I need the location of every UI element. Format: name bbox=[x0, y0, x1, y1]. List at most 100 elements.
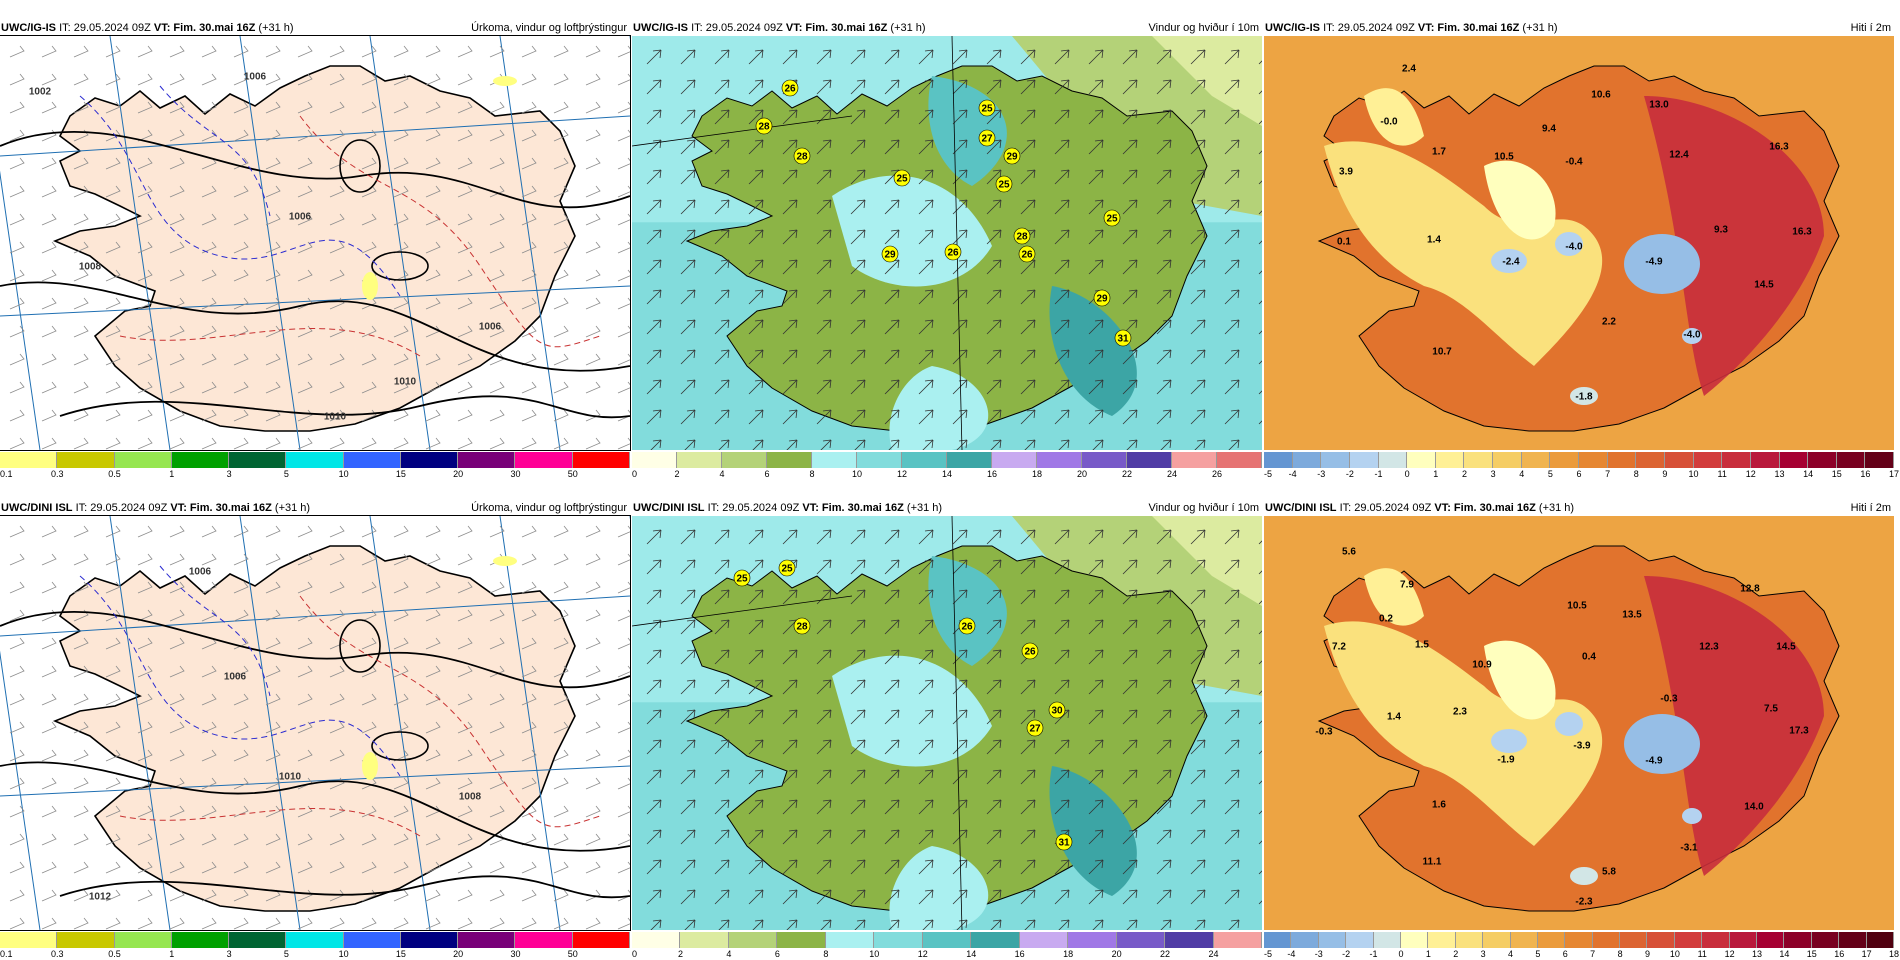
colorbar-tick-label: 0.3 bbox=[51, 469, 64, 479]
colorbar-tick-label: 12 bbox=[1745, 469, 1756, 479]
colorbar-tick-label: 8 bbox=[1617, 949, 1623, 959]
gust-label: 27 bbox=[981, 134, 993, 145]
colorbar-swatch bbox=[632, 932, 681, 948]
field-title: Hiti í 2m bbox=[1850, 22, 1891, 34]
colorbar-tick-label: -2 bbox=[1342, 949, 1351, 959]
gust-marker bbox=[958, 617, 976, 635]
isobar-label: 1010 bbox=[394, 377, 417, 388]
temperature-label: 3.9 bbox=[1339, 167, 1353, 178]
isobar-label: 1006 bbox=[224, 672, 247, 683]
isobar-label: 1008 bbox=[79, 262, 102, 273]
colorbar-tick-label: 2 bbox=[1453, 949, 1459, 959]
temperature-label: 11.1 bbox=[1423, 857, 1442, 868]
colorbar-swatch bbox=[1264, 452, 1293, 468]
colorbar-swatch bbox=[1291, 932, 1319, 948]
colorbar-tick-label: 11 bbox=[1697, 949, 1707, 959]
lead-time: (+31 h) bbox=[258, 22, 294, 34]
temperature-label: -3.1 bbox=[1680, 843, 1698, 854]
gust-label: 28 bbox=[1016, 232, 1028, 243]
colorbar-tick-label: 6 bbox=[1562, 949, 1568, 959]
colorbar-swatch bbox=[171, 452, 230, 468]
field-title: Úrkoma, vindur og loftþrýstingur bbox=[471, 502, 627, 514]
colorbar-swatch bbox=[1811, 932, 1840, 948]
lead-time: (+31 h) bbox=[1538, 502, 1575, 514]
colorbar-tick-label: 11 bbox=[1717, 469, 1727, 479]
colorbar-swatch bbox=[1373, 932, 1401, 948]
colorbar-swatch bbox=[1464, 452, 1494, 468]
panel-header: UWC/IG-IS IT: 29.05.2024 09Z VT: Fim. 30… bbox=[632, 20, 1262, 36]
colorbar-tick-label: 24 bbox=[1208, 949, 1219, 959]
colorbar-tick-label: 18 bbox=[1888, 949, 1900, 959]
gust-marker bbox=[793, 147, 811, 165]
colorbar-swatch bbox=[1127, 452, 1172, 468]
colorbar-swatch bbox=[229, 452, 287, 468]
colorbar-swatch bbox=[572, 932, 630, 948]
temperature-label: 1.4 bbox=[1427, 235, 1441, 246]
colorbar-tick-label: 13 bbox=[1774, 469, 1785, 479]
colorbar-swatch bbox=[1784, 932, 1812, 948]
colorbar-ticks: -5 -4 -3 -2 -1 0 1 2 3 4 5 6 7 8 9 10 11 12 13 14 15 16 17 bbox=[1264, 469, 1899, 480]
colorbar-swatch bbox=[1757, 932, 1785, 948]
temperature-label: 7.9 bbox=[1400, 580, 1414, 591]
colorbar-tick-label: 15 bbox=[1806, 949, 1817, 959]
colorbar-tick-label: 0.5 bbox=[108, 949, 121, 959]
colorbar-tick-label: 4 bbox=[1519, 469, 1525, 479]
temperature-label: -2.3 bbox=[1575, 897, 1593, 908]
colorbar-tick-label: 12 bbox=[896, 469, 908, 479]
colorbar-swatch bbox=[1702, 932, 1730, 948]
colorbar-swatch bbox=[458, 452, 516, 468]
colorbar-swatch bbox=[57, 452, 115, 468]
map-svg: 1006 1010 1006 1008 1012 bbox=[0, 516, 630, 930]
map-area: 2.4 -0.0 1.7 3.9 10.6 13.0 9.4 10.5 -0.4 12.4 16.3… bbox=[1264, 36, 1894, 450]
gust-label: 31 bbox=[1058, 838, 1070, 849]
panel-dini-wind: UWC/DINI ISL IT: 29.05.2024 09Z VT: Fim.… bbox=[632, 500, 1263, 960]
colorbar-swatch bbox=[1836, 452, 1866, 468]
colorbar-tick-label: 1 bbox=[169, 469, 175, 479]
colorbar-tick-label: 3 bbox=[226, 469, 232, 479]
colorbar-tick-label: 5 bbox=[1547, 469, 1553, 479]
gust-marker bbox=[1003, 147, 1021, 165]
temperature-label: -0.3 bbox=[1315, 727, 1333, 738]
temperature-label: 17.3 bbox=[1789, 726, 1809, 737]
colorbar-swatch bbox=[286, 452, 344, 468]
colorbar-swatch bbox=[1693, 452, 1723, 468]
temperature-label: 14.5 bbox=[1754, 280, 1774, 291]
colorbar-swatch bbox=[677, 452, 722, 468]
colorbar-tick-label: 0 bbox=[632, 949, 638, 959]
colorbar-swatch bbox=[0, 932, 58, 948]
temperature-label: 0.4 bbox=[1582, 652, 1596, 663]
colorbar-ticks: -5 -4 -3 -2 -1 0 1 2 3 4 5 6 7 8 9 10 11 12 13 14 15 16 17 18 bbox=[1264, 949, 1899, 960]
colorbar-tick-label: 7 bbox=[1605, 469, 1611, 479]
init-time: IT: 29.05.2024 09Z bbox=[1339, 502, 1432, 514]
colorbar-swatch bbox=[0, 452, 58, 468]
colorbar-swatch bbox=[114, 932, 172, 948]
colorbar-swatch bbox=[1729, 932, 1758, 948]
temperature-label: 12.8 bbox=[1740, 584, 1760, 595]
temperature-label: 2.4 bbox=[1402, 64, 1416, 75]
colorbar-swatch bbox=[1779, 452, 1809, 468]
map-svg: 5.6 7.9 0.2 7.2 1.5 10.5 13.5 12.8 10.9 0.4 12.3 14… bbox=[1264, 516, 1894, 930]
isobar-label: 1006 bbox=[244, 72, 267, 83]
colorbar-swatch bbox=[1400, 932, 1429, 948]
colorbar-swatch bbox=[343, 452, 401, 468]
colorbar-tick-label: 22 bbox=[1160, 949, 1171, 959]
colorbar bbox=[0, 452, 630, 468]
panel-igis-precip: UWC/IG-IS IT: 29.05.2024 09Z VT: Fim. 30… bbox=[0, 20, 631, 480]
colorbar-tick-label: 8 bbox=[823, 949, 829, 959]
gust-marker bbox=[755, 117, 773, 135]
gust-marker bbox=[1048, 701, 1066, 719]
colorbar-swatch bbox=[1213, 932, 1263, 948]
gust-marker bbox=[781, 79, 799, 97]
gust-label: 25 bbox=[981, 104, 993, 115]
temperature-label: 10.9 bbox=[1472, 660, 1492, 671]
colorbar-tick-label: 1 bbox=[1425, 949, 1431, 959]
colorbar-tick-label: 2 bbox=[1461, 469, 1467, 479]
colorbar-swatch bbox=[515, 932, 573, 948]
init-time: IT: 29.05.2024 09Z bbox=[1323, 22, 1415, 34]
gust-marker bbox=[1093, 289, 1111, 307]
init-time: IT: 29.05.2024 09Z bbox=[59, 22, 151, 34]
colorbar-tick-label: 16 bbox=[986, 469, 998, 479]
colorbar-tick-label: -5 bbox=[1264, 949, 1273, 959]
colorbar-swatch bbox=[1217, 452, 1262, 468]
colorbar-tick-label: 10 bbox=[1669, 949, 1680, 959]
